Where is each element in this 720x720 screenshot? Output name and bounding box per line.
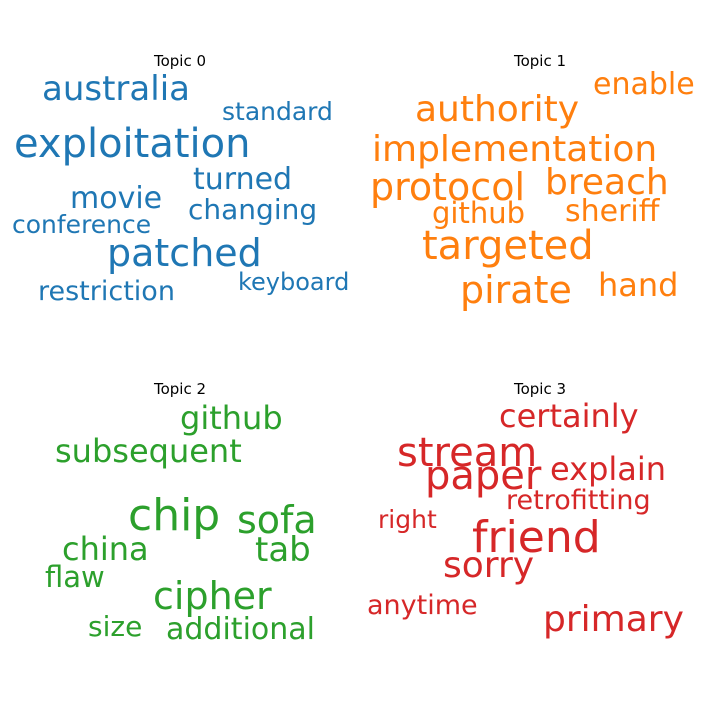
word-certainly: certainly <box>499 397 639 435</box>
word-keyboard: keyboard <box>238 268 350 296</box>
word-stream: stream <box>397 430 538 476</box>
topic-panel-1: Topic 1 enable authority implementation pro… <box>360 0 720 360</box>
word-tab: tab <box>255 530 311 570</box>
word-sheriff: sheriff <box>565 194 660 229</box>
word-size: size <box>88 610 143 643</box>
word-china: china <box>62 530 149 568</box>
topic-panel-2: Topic 2 github subsequent chip sofa china tab… <box>0 360 360 720</box>
word-breach: breach <box>545 162 669 203</box>
word-additional: additional <box>166 612 315 647</box>
word-protocol: protocol <box>370 165 526 209</box>
word-patched: patched <box>107 231 262 275</box>
topic-title: Topic 1 <box>513 52 567 70</box>
word-australia: australia <box>42 69 190 109</box>
word-right: right <box>378 505 437 534</box>
word-primary: primary <box>543 599 684 640</box>
word-authority: authority <box>415 89 580 130</box>
topic-panel-0: Topic 0 australia standard exploitation tur… <box>0 0 360 360</box>
topic-title: Topic 2 <box>153 380 207 398</box>
word-implementation: implementation <box>372 129 658 170</box>
word-explain: explain <box>550 450 667 488</box>
word-github: github <box>432 196 526 230</box>
word-flaw: flaw <box>45 560 105 594</box>
word-turned: turned <box>193 162 293 197</box>
word-changing: changing <box>188 193 318 226</box>
topic-title: Topic 0 <box>153 52 207 70</box>
word-subsequent: subsequent <box>55 432 242 470</box>
word-targeted: targeted <box>422 223 594 269</box>
word-sorry: sorry <box>443 545 535 586</box>
word-pirate: pirate <box>460 268 572 312</box>
word-enable: enable <box>593 67 695 102</box>
word-friend: friend <box>472 512 601 563</box>
topic-title: Topic 3 <box>513 380 567 398</box>
word-movie: movie <box>70 181 163 216</box>
word-restriction: restriction <box>38 276 175 307</box>
word-cipher: cipher <box>153 574 272 618</box>
word-anytime: anytime <box>367 590 478 621</box>
topic-panel-3: Topic 3 certainly stream paper explain retro… <box>360 360 720 720</box>
word-hand: hand <box>598 266 679 304</box>
word-conference: conference <box>12 210 152 239</box>
word-chip: chip <box>128 490 221 541</box>
word-sofa: sofa <box>237 498 317 542</box>
word-github: github <box>180 399 283 437</box>
word-retrofitting: retrofitting <box>506 485 651 516</box>
word-standard: standard <box>222 97 333 126</box>
word-paper: paper <box>425 453 542 499</box>
word-exploitation: exploitation <box>14 121 251 167</box>
